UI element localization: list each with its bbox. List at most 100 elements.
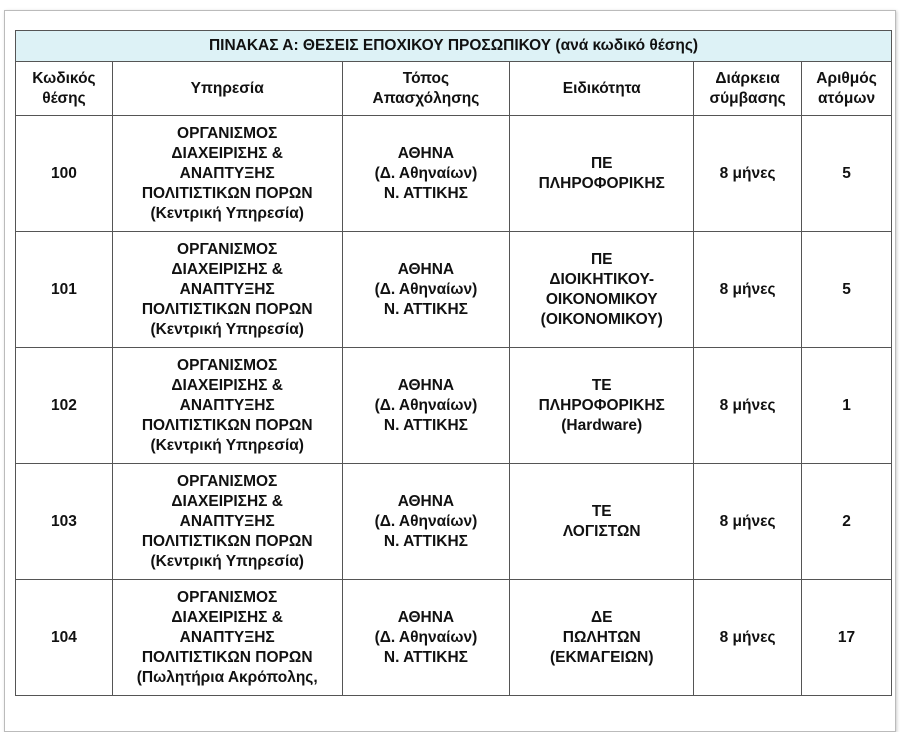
- table-cell: 104: [15, 579, 113, 696]
- cell-line: ΠΟΛΙΤΙΣΤΙΚΩΝ ΠΟΡΩΝ: [141, 416, 313, 434]
- table-cell: 101: [15, 231, 113, 348]
- cell-line: ΔΙΑΧΕΙΡΙΣΗΣ &: [171, 260, 283, 278]
- cell-line: (Δ. Αθηναίων): [374, 512, 478, 530]
- table-cell: ΤΕ ΠΛΗΡΟΦΟΡΙΚΗΣ (Hardware): [509, 347, 695, 464]
- cell-line: Ν. ΑΤΤΙΚΗΣ: [383, 416, 468, 434]
- table-cell: ΠΕ ΠΛΗΡΟΦΟΡΙΚΗΣ: [509, 115, 695, 232]
- table-cell: ΔΕ ΠΩΛΗΤΩΝ (ΕΚΜΑΓΕΙΩΝ): [509, 579, 695, 696]
- cell-line: ΑΘΗΝΑ: [397, 376, 455, 394]
- cell-line: ΔΙΟΙΚΗΤΙΚΟΥ-: [549, 270, 655, 288]
- cell-line: ΟΡΓΑΝΙΣΜΟΣ: [177, 472, 278, 490]
- table-row: 103 ΟΡΓΑΝΙΣΜΟΣ ΔΙΑΧΕΙΡΙΣΗΣ & ΑΝΑΠΤΥΞΗΣ ΠΟΛΙΤ…: [15, 463, 892, 580]
- table-cell: 1: [801, 347, 892, 464]
- cell-line: (Κεντρική Υπηρεσία): [150, 320, 304, 338]
- page: ΠΙΝΑΚΑΣ Α: ΘΕΣΕΙΣ ΕΠΟΧΙΚΟΥ ΠΡΟΣΩΠΙΚΟΥ (α…: [4, 10, 896, 732]
- header-cell: Κωδικός θέσης: [15, 61, 113, 116]
- cell-line: ΑΘΗΝΑ: [397, 260, 455, 278]
- cell-line: 103: [51, 512, 77, 530]
- cell-line: 8 μήνες: [719, 396, 776, 414]
- cell-line: ΠΛΗΡΟΦΟΡΙΚΗΣ: [538, 396, 665, 414]
- cell-line: ΑΘΗΝΑ: [397, 144, 455, 162]
- table-cell: 5: [801, 115, 892, 232]
- table-cell: ΟΡΓΑΝΙΣΜΟΣ ΔΙΑΧΕΙΡΙΣΗΣ & ΑΝΑΠΤΥΞΗΣ ΠΟΛΙΤΙΣΤ…: [111, 463, 343, 580]
- cell-line: ΤΕ: [591, 376, 612, 394]
- table-cell: 17: [801, 579, 892, 696]
- cell-line: Ν. ΑΤΤΙΚΗΣ: [383, 648, 468, 666]
- cell-line: 100: [51, 164, 77, 182]
- cell-line: Αριθμός: [816, 69, 877, 87]
- table-row: 104 ΟΡΓΑΝΙΣΜΟΣ ΔΙΑΧΕΙΡΙΣΗΣ & ΑΝΑΠΤΥΞΗΣ ΠΟΛΙΤ…: [15, 579, 892, 696]
- cell-line: ΠΕ: [590, 154, 613, 172]
- cell-line: 102: [51, 396, 77, 414]
- cell-line: (Hardware): [561, 416, 643, 434]
- cell-line: ΔΙΑΧΕΙΡΙΣΗΣ &: [171, 492, 283, 510]
- table-cell: 2: [801, 463, 892, 580]
- cell-line: 104: [51, 628, 77, 646]
- cell-line: ΟΡΓΑΝΙΣΜΟΣ: [177, 356, 278, 374]
- table-row: 101 ΟΡΓΑΝΙΣΜΟΣ ΔΙΑΧΕΙΡΙΣΗΣ & ΑΝΑΠΤΥΞΗΣ ΠΟΛΙΤ…: [15, 231, 892, 348]
- header-cell: Διάρκεια σύμβασης: [693, 61, 803, 116]
- cell-line: ΑΝΑΠΤΥΞΗΣ: [179, 512, 275, 530]
- cell-line: 1: [842, 396, 851, 414]
- cell-line: (Κεντρική Υπηρεσία): [150, 552, 304, 570]
- table-cell: ΤΕ ΛΟΓΙΣΤΩΝ: [509, 463, 695, 580]
- cell-line: (ΕΚΜΑΓΕΙΩΝ): [549, 648, 654, 666]
- cell-line: 8 μήνες: [719, 628, 776, 646]
- cell-line: ΠΟΛΙΤΙΣΤΙΚΩΝ ΠΟΡΩΝ: [141, 532, 313, 550]
- cell-line: ΠΩΛΗΤΩΝ: [562, 628, 641, 646]
- table-cell: ΟΡΓΑΝΙΣΜΟΣ ΔΙΑΧΕΙΡΙΣΗΣ & ΑΝΑΠΤΥΞΗΣ ΠΟΛΙΤΙΣΤ…: [111, 579, 343, 696]
- cell-line: 2: [842, 512, 851, 530]
- cell-line: 5: [842, 164, 851, 182]
- cell-line: Απασχόλησης: [372, 89, 480, 107]
- cell-line: 8 μήνες: [719, 512, 776, 530]
- cell-line: Τόπος: [402, 69, 450, 87]
- cell-line: ΔΕ: [590, 608, 613, 626]
- cell-line: (Δ. Αθηναίων): [374, 396, 478, 414]
- table-cell: ΑΘΗΝΑ (Δ. Αθηναίων) Ν. ΑΤΤΙΚΗΣ: [341, 579, 511, 696]
- cell-line: 8 μήνες: [719, 280, 776, 298]
- cell-line: ΠΟΛΙΤΙΣΤΙΚΩΝ ΠΟΡΩΝ: [141, 648, 313, 666]
- cell-line: (Κεντρική Υπηρεσία): [150, 436, 304, 454]
- table-cell: 8 μήνες: [693, 463, 803, 580]
- cell-line: ΑΝΑΠΤΥΞΗΣ: [179, 628, 275, 646]
- table-cell: 8 μήνες: [693, 231, 803, 348]
- cell-line: 101: [51, 280, 77, 298]
- cell-line: ΠΕ: [590, 250, 613, 268]
- cell-line: Ν. ΑΤΤΙΚΗΣ: [383, 300, 468, 318]
- cell-line: ΟΙΚΟΝΟΜΙΚΟΥ: [545, 290, 658, 308]
- table-cell: 8 μήνες: [693, 115, 803, 232]
- table-title: ΠΙΝΑΚΑΣ Α: ΘΕΣΕΙΣ ΕΠΟΧΙΚΟΥ ΠΡΟΣΩΠΙΚΟΥ (α…: [15, 30, 892, 62]
- cell-line: Ν. ΑΤΤΙΚΗΣ: [383, 532, 468, 550]
- cell-line: ΤΕ: [591, 502, 612, 520]
- cell-line: ΟΡΓΑΝΙΣΜΟΣ: [177, 588, 278, 606]
- cell-line: Υπηρεσία: [190, 79, 264, 97]
- table-cell: 8 μήνες: [693, 347, 803, 464]
- cell-line: (Πωλητήρια Ακρόπολης,: [136, 668, 318, 686]
- header-row: Κωδικός θέσης Υπηρεσία Τόπος Απασχόλησης Ειδι…: [15, 61, 892, 116]
- cell-line: Ν. ΑΤΤΙΚΗΣ: [383, 184, 468, 202]
- cell-line: ΛΟΓΙΣΤΩΝ: [562, 522, 641, 540]
- table-cell: 102: [15, 347, 113, 464]
- cell-line: ΔΙΑΧΕΙΡΙΣΗΣ &: [171, 144, 283, 162]
- table-cell: ΑΘΗΝΑ (Δ. Αθηναίων) Ν. ΑΤΤΙΚΗΣ: [341, 347, 511, 464]
- table-cell: ΟΡΓΑΝΙΣΜΟΣ ΔΙΑΧΕΙΡΙΣΗΣ & ΑΝΑΠΤΥΞΗΣ ΠΟΛΙΤΙΣΤ…: [111, 231, 343, 348]
- cell-line: ΠΛΗΡΟΦΟΡΙΚΗΣ: [538, 174, 665, 192]
- cell-line: ΔΙΑΧΕΙΡΙΣΗΣ &: [171, 376, 283, 394]
- cell-line: Κωδικός: [32, 69, 96, 87]
- cell-line: ΟΡΓΑΝΙΣΜΟΣ: [177, 240, 278, 258]
- table-cell: ΟΡΓΑΝΙΣΜΟΣ ΔΙΑΧΕΙΡΙΣΗΣ & ΑΝΑΠΤΥΞΗΣ ΠΟΛΙΤΙΣΤ…: [111, 347, 343, 464]
- positions-table: ΠΙΝΑΚΑΣ Α: ΘΕΣΕΙΣ ΕΠΟΧΙΚΟΥ ΠΡΟΣΩΠΙΚΟΥ (α…: [15, 30, 892, 696]
- cell-line: ΑΘΗΝΑ: [397, 492, 455, 510]
- table-cell: 100: [15, 115, 113, 232]
- cell-line: (ΟΙΚΟΝΟΜΙΚΟΥ): [540, 310, 663, 328]
- cell-line: (Κεντρική Υπηρεσία): [150, 204, 304, 222]
- table-cell: ΟΡΓΑΝΙΣΜΟΣ ΔΙΑΧΕΙΡΙΣΗΣ & ΑΝΑΠΤΥΞΗΣ ΠΟΛΙΤΙΣΤ…: [111, 115, 343, 232]
- header-cell: Ειδικότητα: [509, 61, 695, 116]
- cell-line: ΟΡΓΑΝΙΣΜΟΣ: [177, 124, 278, 142]
- cell-line: ΠΟΛΙΤΙΣΤΙΚΩΝ ΠΟΡΩΝ: [141, 300, 313, 318]
- cell-line: (Δ. Αθηναίων): [374, 280, 478, 298]
- table-cell: ΑΘΗΝΑ (Δ. Αθηναίων) Ν. ΑΤΤΙΚΗΣ: [341, 463, 511, 580]
- table-cell: 8 μήνες: [693, 579, 803, 696]
- cell-line: ατόμων: [817, 89, 876, 107]
- cell-line: ΑΝΑΠΤΥΞΗΣ: [179, 396, 275, 414]
